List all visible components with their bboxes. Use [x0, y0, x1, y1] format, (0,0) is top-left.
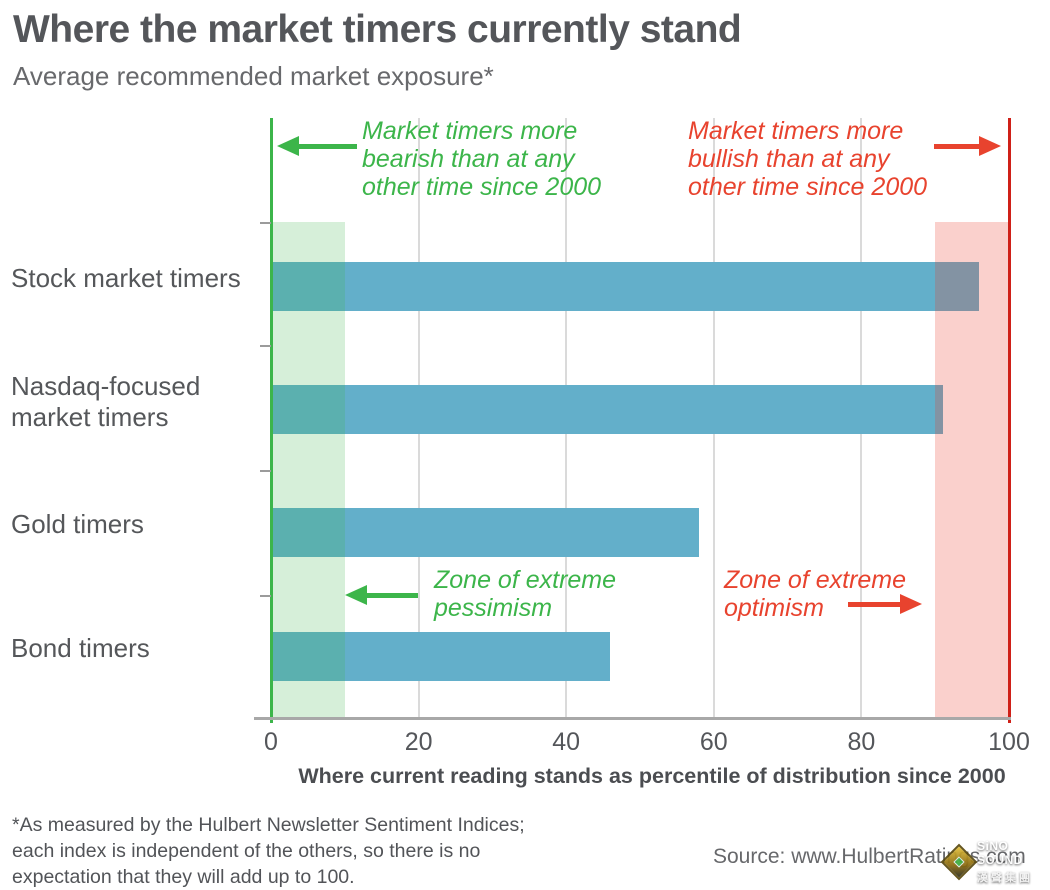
footnote-line: each index is independent of the others,… [12, 840, 481, 862]
x-tick-label: 80 [847, 728, 876, 756]
pessimism-zone-band [271, 222, 345, 718]
bar-nasdaq-focused-market-timers [271, 385, 943, 434]
diamond-logo-icon [940, 843, 978, 881]
bar-gold-timers [271, 508, 700, 557]
annotation-line: other time since 2000 [688, 173, 928, 201]
x-tick-label: 20 [404, 728, 433, 756]
annotation-line: Zone of extreme [434, 566, 617, 594]
watermark-brand-cn: 漢聲集團 [977, 872, 1033, 884]
x-tick-label: 100 [988, 728, 1030, 756]
annotation-line: pessimism [434, 594, 553, 622]
footnote: *As measured by the Hulbert Newsletter S… [12, 812, 525, 890]
annotation-line: bearish than at any [362, 145, 575, 173]
bullish-annotation: Market timers more bullish than at any o… [688, 117, 927, 201]
arrow-head [277, 136, 299, 156]
category-label: Stock market timers [11, 263, 241, 293]
annotation-line: bullish than at any [688, 145, 890, 173]
bearish-annotation: Market timers more bearish than at any o… [362, 117, 601, 201]
category-label: Nasdaq-focused market timers [11, 370, 201, 432]
y-axis-tick [260, 345, 271, 347]
arrow-shaft [367, 592, 418, 598]
arrow-head [900, 594, 922, 614]
gem-icon [953, 856, 965, 868]
optimism-right-arrow-icon [848, 594, 922, 614]
bearish-left-arrow-icon [277, 136, 357, 156]
right-boundary-line [1008, 118, 1011, 723]
watermark-brand: SiNO SOUND [977, 839, 1023, 867]
chart-subtitle: Average recommended market exposure* [13, 61, 494, 91]
annotation-line: optimism [724, 594, 825, 622]
arrow-shaft [848, 601, 900, 607]
annotation-line: other time since 2000 [362, 173, 602, 201]
pessimism-zone-annotation: Zone of extreme pessimism [434, 566, 616, 622]
annotation-line: Zone of extreme [724, 566, 907, 594]
y-axis-tick [260, 222, 271, 224]
bar-bond-timers [271, 632, 611, 681]
arrow-shaft [299, 143, 357, 149]
annotation-line: Market timers more [688, 117, 904, 145]
bar-stock-market-timers [271, 262, 980, 311]
x-tick-label: 40 [552, 728, 581, 756]
pessimism-left-arrow-icon [345, 585, 418, 605]
footnote-line: *As measured by the Hulbert Newsletter S… [12, 814, 525, 836]
arrow-head [979, 136, 1001, 156]
x-tick-label: 0 [264, 728, 278, 756]
y-axis-tick [260, 595, 271, 597]
y-axis-tick [260, 470, 271, 472]
annotation-line: Market timers more [362, 117, 578, 145]
left-axis-line [270, 118, 273, 723]
bullish-right-arrow-icon [934, 136, 1001, 156]
x-tick-label: 60 [699, 728, 728, 756]
category-label: Gold timers [11, 509, 144, 539]
footnote-line: expectation that they will add up to 100… [12, 866, 355, 888]
optimism-zone-band [935, 222, 1009, 718]
plot-area [260, 118, 1011, 723]
watermark: SiNO SOUND 漢聲集團 [940, 836, 1050, 888]
arrow-shaft [934, 143, 979, 149]
chart-title: Where the market timers currently stand [13, 8, 742, 51]
category-label: Bond timers [11, 633, 150, 663]
x-axis-line [254, 717, 1011, 720]
optimism-zone-annotation: Zone of extreme optimism [724, 566, 906, 622]
arrow-head [345, 585, 367, 605]
x-axis-title: Where current reading stands as percenti… [298, 764, 1006, 788]
watermark-text: SiNO SOUND 漢聲集團 [977, 839, 1050, 885]
